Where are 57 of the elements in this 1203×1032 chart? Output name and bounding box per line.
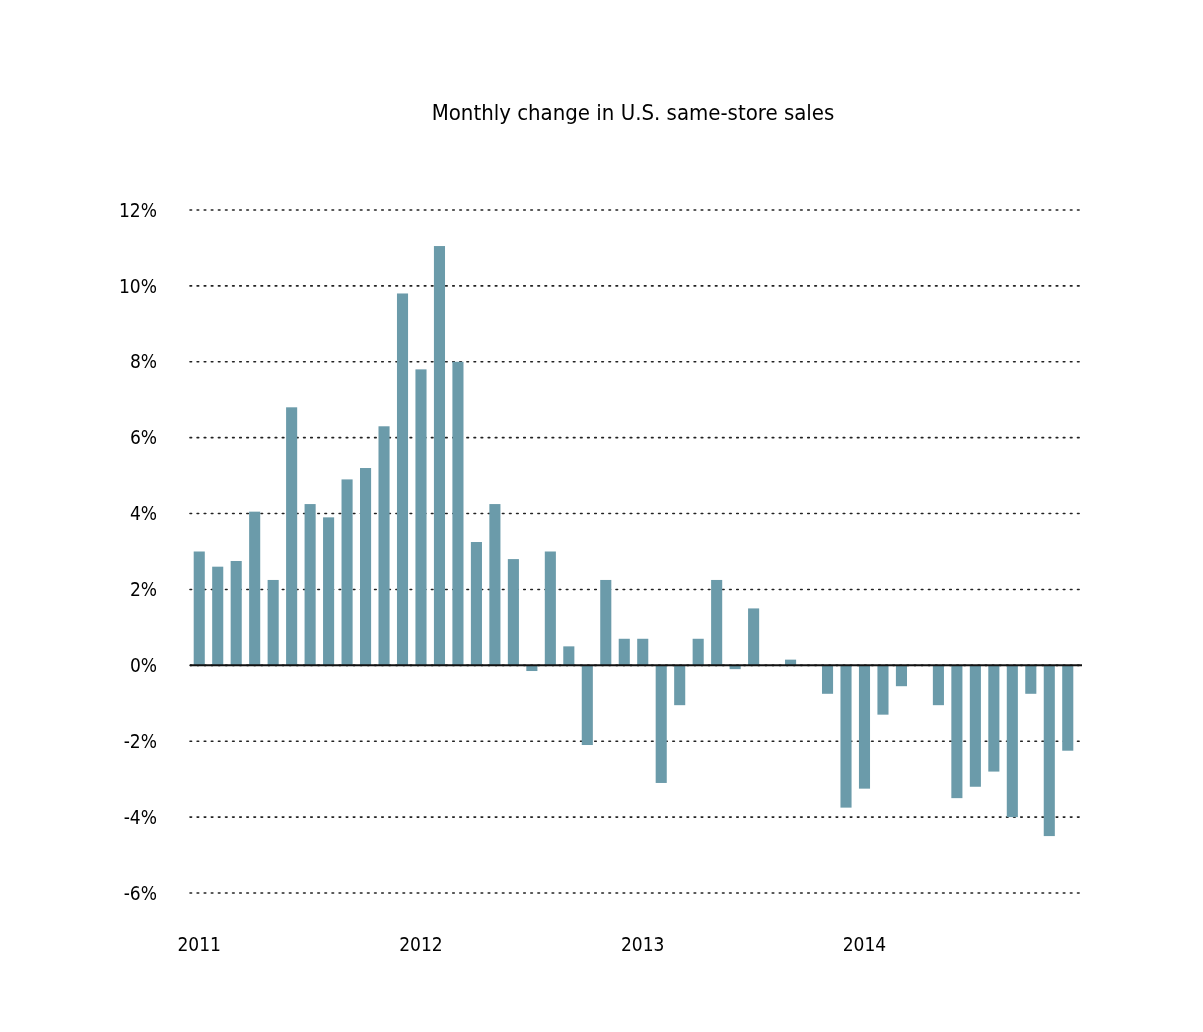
bar [877,665,889,715]
bar [969,665,981,787]
bar [1025,665,1037,694]
x-tick-label: 2011 [177,933,221,955]
y-tick-label: 2% [129,578,157,601]
y-tick-label: 8% [129,350,157,373]
bar [692,638,704,666]
bar [711,579,723,666]
bar [433,246,446,666]
y-tick-label: -2% [123,729,157,752]
bar [618,638,630,666]
chart-title: Monthly change in U.S. same-store sales [431,100,835,125]
bar [360,468,372,666]
bar [1006,665,1018,818]
bar [563,646,575,666]
bar [1062,665,1074,751]
y-tick-label: -4% [123,805,157,828]
bar [378,426,390,666]
bar [286,407,298,666]
bar [230,560,242,666]
bar [748,608,760,666]
bar [507,559,519,666]
bar [988,665,1000,772]
bar [655,665,667,783]
bar [840,665,852,808]
bar [544,551,556,666]
bar [600,579,612,666]
x-tick-label: 2012 [399,933,443,955]
bar [415,369,427,666]
y-tick-label: 10% [119,274,157,297]
bar [470,542,482,666]
bar [951,665,963,799]
bar [267,579,279,666]
x-tick-label: 2013 [620,933,665,955]
bar [341,479,353,666]
bar [1043,665,1055,837]
bar [304,504,316,666]
bar [396,293,409,666]
bar [637,638,649,666]
y-tick-label: -6% [123,881,157,904]
bar [858,665,871,789]
bar [821,665,834,694]
y-tick-label: 0% [129,653,157,676]
bar [932,665,944,706]
y-tick-label: 4% [129,502,157,525]
y-tick-label: 12% [119,198,157,221]
bar [895,665,907,687]
x-tick-label: 2014 [842,933,887,955]
bar [212,566,224,666]
bar [489,504,501,666]
bar [193,551,205,666]
y-tick-label: 6% [129,426,157,449]
bar [674,665,686,706]
bar [323,517,335,666]
bar [249,511,261,666]
bar [581,665,593,746]
bar [452,361,464,666]
